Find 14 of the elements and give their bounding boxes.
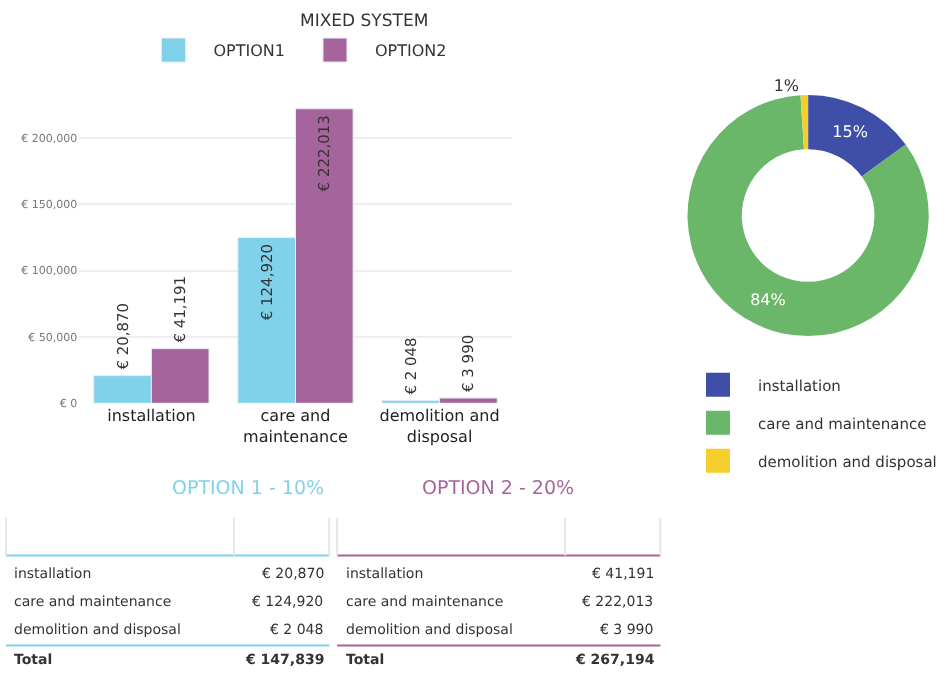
x-tick-label: demolition and disposal xyxy=(379,407,500,447)
legend-label: OPTION1 xyxy=(213,42,285,61)
x-tick-label: care and maintenance xyxy=(243,407,349,447)
x-tick-label: installation xyxy=(107,407,196,426)
data-label: 84% xyxy=(750,291,787,310)
text: OPTION 2 - 20% xyxy=(422,478,575,500)
data-label: 1% xyxy=(773,76,800,95)
donut-slice xyxy=(687,95,929,337)
chart-title: MIXED SYSTEM xyxy=(300,12,429,32)
donut-slice xyxy=(800,94,809,150)
text: OPTION 1 - 10% xyxy=(172,478,325,500)
donut-slice xyxy=(808,94,906,177)
legend-label: OPTION2 xyxy=(374,42,447,61)
data-label: 15% xyxy=(832,123,869,142)
